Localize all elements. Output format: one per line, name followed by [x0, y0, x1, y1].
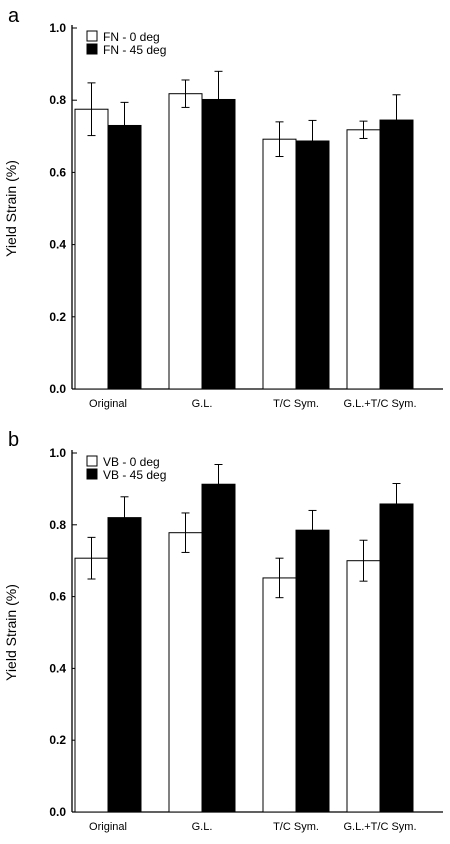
bar-filled [201, 98, 236, 390]
y-tick-label: 1.0 [49, 446, 66, 460]
y-tick-label: 0.8 [49, 518, 66, 532]
bar-filled [379, 503, 414, 813]
x-tick-label: G.L.+T/C Sym. [343, 821, 416, 833]
y-tick-label: 0.2 [49, 733, 66, 747]
bar-filled [107, 124, 142, 390]
y-tick-label: 0.4 [49, 661, 66, 675]
legend-swatch [86, 43, 98, 55]
legend-label: FN - 0 deg [103, 30, 160, 44]
legend-swatch [86, 468, 98, 480]
x-tick-label: G.L. [192, 821, 213, 833]
x-tick-label: T/C Sym. [273, 821, 319, 833]
legend-swatch [86, 455, 98, 467]
bar-open [262, 138, 297, 390]
y-tick-label: 0.6 [49, 165, 66, 179]
y-tick-label: 0.0 [49, 805, 66, 819]
x-tick-label: G.L.+T/C Sym. [343, 398, 416, 410]
legend-label: VB - 45 deg [103, 468, 166, 482]
bar-filled [295, 529, 330, 813]
y-tick-label: 1.0 [49, 21, 66, 35]
y-tick-label: 0.6 [49, 590, 66, 604]
y-tick-label: 0.4 [49, 238, 66, 252]
bar-open [346, 129, 381, 390]
y-tick-label: 0.2 [49, 310, 66, 324]
bar-open [262, 577, 297, 813]
y-axis-title: Yield Strain (%) [3, 584, 19, 681]
bar-filled [201, 483, 236, 813]
bar-open [74, 108, 109, 390]
bar-filled [379, 119, 414, 390]
bar-open [346, 560, 381, 813]
x-tick-label: G.L. [192, 398, 213, 410]
x-tick-label: Original [89, 398, 127, 410]
y-axis-title: Yield Strain (%) [3, 160, 19, 257]
bar-open [168, 532, 203, 813]
legend-label: FN - 45 deg [103, 43, 166, 57]
bar-filled [295, 140, 330, 390]
y-tick-label: 0.0 [49, 382, 66, 396]
legend-swatch [86, 30, 98, 42]
legend-label: VB - 0 deg [103, 455, 160, 469]
panel-label-b: b [8, 429, 19, 451]
bar-open [168, 93, 203, 390]
bar-filled [107, 517, 142, 813]
x-tick-label: T/C Sym. [273, 398, 319, 410]
panel-label-a: a [8, 5, 20, 27]
x-tick-label: Original [89, 821, 127, 833]
y-tick-label: 0.8 [49, 93, 66, 107]
bar-open [74, 557, 109, 813]
